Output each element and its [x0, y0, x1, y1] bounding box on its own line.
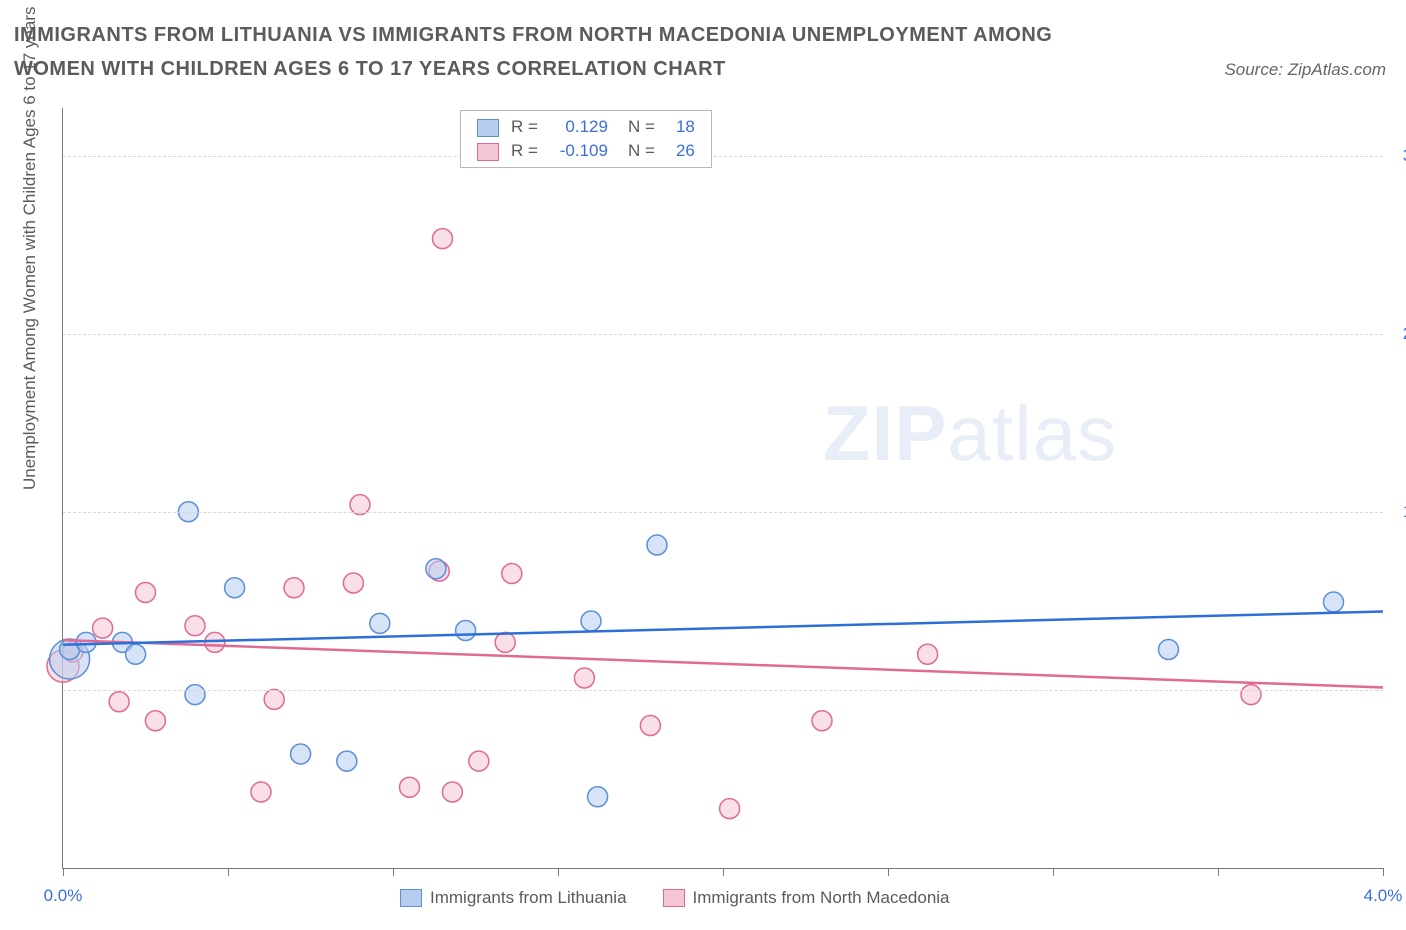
trend-line	[63, 640, 1383, 688]
y-axis-title: Unemployment Among Women with Children A…	[20, 7, 40, 491]
x-tick-label-right: 4.0%	[1364, 886, 1403, 906]
data-point	[442, 782, 462, 802]
data-point	[343, 573, 363, 593]
gridline	[63, 334, 1383, 335]
legend-row: R =0.129N =18	[471, 115, 701, 139]
legend-r-value: -0.109	[544, 139, 614, 163]
data-point	[1241, 685, 1261, 705]
x-tick	[63, 868, 64, 876]
legend-r-label: R =	[505, 139, 544, 163]
data-point	[93, 618, 113, 638]
series-legend: Immigrants from Lithuania Immigrants from…	[400, 888, 950, 908]
data-point	[720, 799, 740, 819]
data-point	[426, 559, 446, 579]
data-point	[640, 716, 660, 736]
trend-line	[63, 612, 1383, 645]
data-point	[456, 621, 476, 641]
gridline	[63, 690, 1383, 691]
data-point	[284, 578, 304, 598]
data-point	[433, 229, 453, 249]
legend-label: Immigrants from Lithuania	[430, 888, 627, 908]
legend-r-label: R =	[505, 115, 544, 139]
data-point	[502, 564, 522, 584]
data-point	[469, 751, 489, 771]
data-point	[109, 692, 129, 712]
data-point	[225, 578, 245, 598]
data-point	[918, 644, 938, 664]
correlation-legend-table: R =0.129N =18R =-0.109N =26	[471, 115, 701, 163]
data-point	[291, 744, 311, 764]
data-point	[1324, 592, 1344, 612]
data-point	[574, 668, 594, 688]
data-point	[495, 632, 515, 652]
legend-swatch	[400, 889, 422, 907]
x-tick-label-left: 0.0%	[44, 886, 83, 906]
x-tick	[228, 868, 229, 876]
source-label: Source: ZipAtlas.com	[1224, 60, 1386, 80]
gridline	[63, 156, 1383, 157]
legend-r-value: 0.129	[544, 115, 614, 139]
data-point	[136, 583, 156, 603]
legend-item: Immigrants from Lithuania	[400, 888, 627, 908]
data-point	[812, 711, 832, 731]
legend-swatch	[477, 119, 499, 137]
data-point	[185, 616, 205, 636]
legend-n-value: 18	[661, 115, 701, 139]
x-tick	[393, 868, 394, 876]
x-tick	[558, 868, 559, 876]
data-point	[76, 632, 96, 652]
data-point	[145, 711, 165, 731]
legend-n-label: N =	[614, 115, 661, 139]
scatter-svg	[63, 108, 1383, 868]
data-point	[264, 689, 284, 709]
legend-swatch	[663, 889, 685, 907]
data-point	[588, 787, 608, 807]
x-tick	[723, 868, 724, 876]
gridline	[63, 512, 1383, 513]
x-tick	[888, 868, 889, 876]
legend-item: Immigrants from North Macedonia	[663, 888, 950, 908]
correlation-legend: R =0.129N =18R =-0.109N =26	[460, 110, 712, 168]
data-point	[337, 751, 357, 771]
data-point	[205, 632, 225, 652]
legend-label: Immigrants from North Macedonia	[693, 888, 950, 908]
chart-plot-area: ZIPatlas 7.5%15.0%22.5%30.0%0.0%4.0%	[62, 108, 1383, 869]
x-tick	[1218, 868, 1219, 876]
legend-row: R =-0.109N =26	[471, 139, 701, 163]
data-point	[1159, 640, 1179, 660]
data-point	[647, 535, 667, 555]
x-tick	[1053, 868, 1054, 876]
legend-n-label: N =	[614, 139, 661, 163]
legend-n-value: 26	[661, 139, 701, 163]
data-point	[370, 613, 390, 633]
data-point	[251, 782, 271, 802]
data-point	[185, 685, 205, 705]
chart-title: IMMIGRANTS FROM LITHUANIA VS IMMIGRANTS …	[14, 18, 1094, 86]
data-point	[126, 644, 146, 664]
legend-swatch	[477, 143, 499, 161]
data-point	[581, 611, 601, 631]
data-point	[400, 777, 420, 797]
x-tick	[1383, 868, 1384, 876]
